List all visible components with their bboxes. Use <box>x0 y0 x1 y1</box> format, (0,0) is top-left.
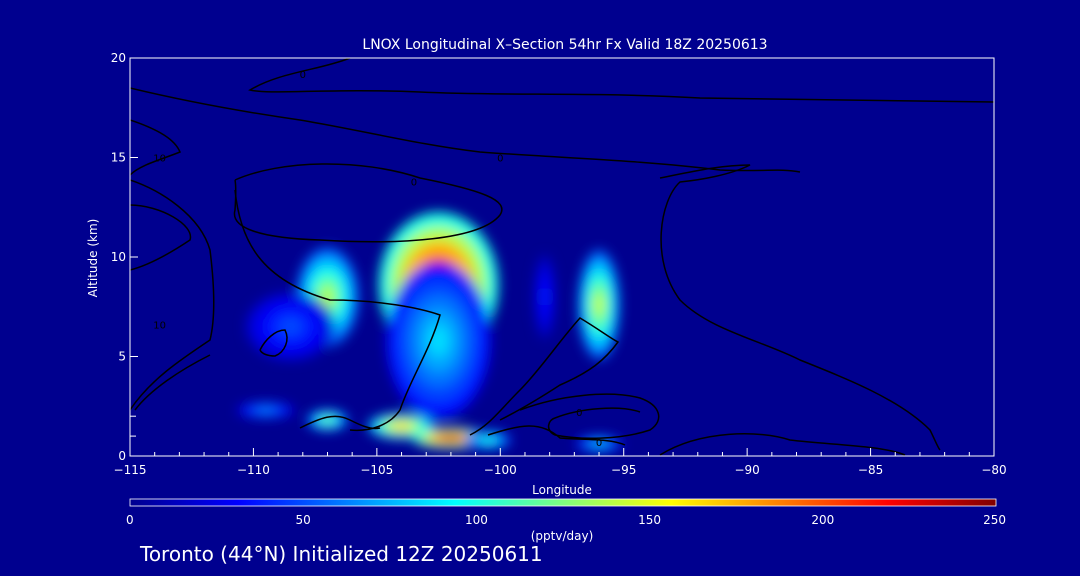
field-level <box>594 293 604 316</box>
colorbar-tick-label: 0 <box>126 513 134 527</box>
contour-line <box>130 119 181 176</box>
field-level <box>594 442 604 446</box>
contour-label: 0 <box>411 177 417 188</box>
x-tick-label: −110 <box>237 463 270 477</box>
y-tick-label: 20 <box>111 51 126 65</box>
x-tick-label: −85 <box>858 463 883 477</box>
colorbar <box>129 498 997 507</box>
field-blob <box>306 409 349 431</box>
field-level <box>281 319 300 334</box>
contour-label: 0 <box>576 408 582 419</box>
contour-line <box>659 164 941 451</box>
field-level <box>260 408 272 412</box>
x-tick-label: −105 <box>360 463 393 477</box>
contour-line <box>234 189 441 432</box>
contour-line <box>259 329 288 357</box>
x-tick-label: −90 <box>734 463 759 477</box>
colorbar-tick-label: 200 <box>811 513 834 527</box>
x-axis-label: Longitude <box>532 483 592 497</box>
contour-line <box>487 425 626 446</box>
contour-lines <box>130 58 994 456</box>
contour-line <box>469 317 620 436</box>
plot-background <box>130 58 994 456</box>
x-tick-label: −80 <box>981 463 1006 477</box>
y-tick-label: 5 <box>118 350 126 364</box>
x-axis-ticks: −115 −110 −105 −100 −95 −90 −85 −80 <box>114 448 1007 477</box>
colorbar-ticks: 0 50 100 150 200 250 <box>126 513 1006 527</box>
x-tick-label: −100 <box>484 463 517 477</box>
field-level <box>483 438 493 442</box>
y-axis-label: Altitude (km) <box>86 219 100 298</box>
contour-line <box>130 179 215 411</box>
colorbar-tick-label: 250 <box>983 513 1006 527</box>
field-blob <box>534 255 556 339</box>
field-level <box>394 423 409 429</box>
contour-line <box>134 354 211 411</box>
colorbar-label: (pptv/day) <box>531 529 594 543</box>
footer-caption: Toronto (44°N) Initialized 12Z 20250611 <box>140 542 543 566</box>
contour-label: 10 <box>153 154 166 165</box>
y-axis-ticks: 0 5 10 15 20 <box>111 51 138 463</box>
field-blob <box>386 262 491 419</box>
field-blob <box>246 292 335 361</box>
x-tick-label: −115 <box>114 463 147 477</box>
field-level <box>443 436 459 441</box>
contour-line <box>233 163 503 243</box>
field-blob <box>464 430 512 450</box>
x-tick-label: −95 <box>611 463 636 477</box>
field-level <box>323 418 332 423</box>
contour-label: 0 <box>497 154 503 165</box>
contour-label: 0 <box>300 70 306 81</box>
y-tick-label: 15 <box>111 151 126 165</box>
contour-line <box>299 415 381 430</box>
plot-area <box>130 58 994 456</box>
colorbar-tick-label: 150 <box>638 513 661 527</box>
y-tick-label: 10 <box>111 250 126 264</box>
colorbar-tick-label: 100 <box>465 513 488 527</box>
contour-line <box>130 87 801 173</box>
y-tick-label: 0 <box>118 449 126 463</box>
contour-label: 0 <box>596 438 602 449</box>
field-level <box>321 286 334 307</box>
field-blob <box>578 250 620 360</box>
contour-line <box>248 58 994 103</box>
contour-label: 10 <box>153 321 166 332</box>
contour-line <box>130 204 192 271</box>
contour-labels: 0 0 0 10 10 0 0 <box>153 70 602 449</box>
contour-line <box>659 433 906 456</box>
contour-line <box>519 393 660 440</box>
field-blob <box>237 402 295 419</box>
chart-title: LNOX Longitudinal X–Section 54hr Fx Vali… <box>362 37 767 53</box>
colorbar-tick-label: 50 <box>296 513 311 527</box>
field-level <box>542 288 547 306</box>
